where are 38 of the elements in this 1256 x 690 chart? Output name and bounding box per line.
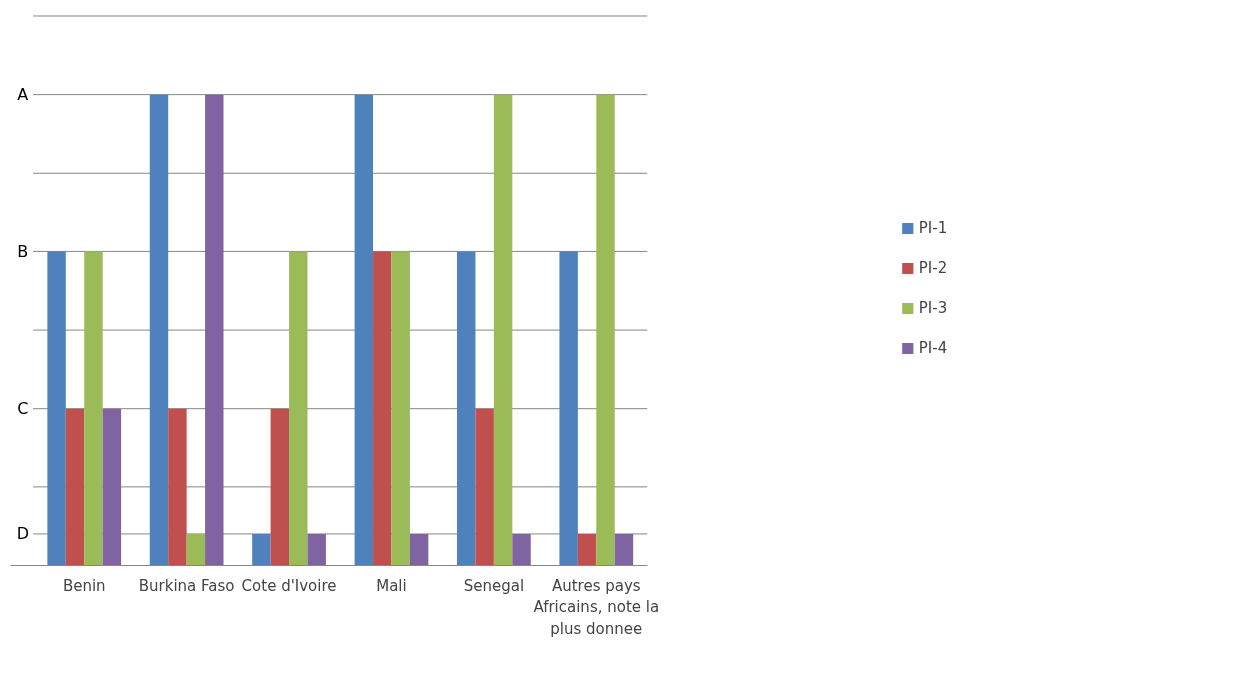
ref-line-label: B (17, 241, 29, 261)
x-tick-label: Senegal (463, 576, 525, 595)
bar (186, 533, 206, 566)
bar (373, 251, 392, 566)
bar (47, 251, 66, 566)
bar (307, 533, 326, 566)
legend-label: PI-3 (918, 298, 948, 317)
x-tick-label: Cote d'Ivoire (241, 576, 337, 595)
ref-line-label: A (17, 85, 29, 105)
legend-label: PI-4 (918, 338, 948, 357)
ref-line-label: C (17, 399, 29, 419)
bar (270, 408, 290, 566)
legend-label: PI-2 (918, 258, 948, 277)
bar (493, 94, 513, 566)
bar (168, 408, 187, 566)
bar (475, 408, 494, 566)
bar (102, 408, 122, 566)
bar (512, 533, 531, 566)
x-tick-label: Burkina Faso (138, 576, 235, 595)
bar (577, 533, 597, 566)
bar (391, 251, 410, 566)
bar (409, 533, 429, 566)
bar (149, 94, 169, 566)
x-tick-label: Autres pays Africains, note la plus donnee (533, 576, 660, 638)
bar (354, 94, 374, 566)
x-tick-label: Benin (62, 576, 106, 595)
bar (252, 533, 271, 566)
legend-label: PI-1 (918, 218, 948, 237)
bar (289, 251, 308, 566)
bar (596, 94, 615, 566)
bar (614, 533, 634, 566)
bar (205, 94, 224, 566)
bar (457, 251, 476, 566)
ref-line-label: D (16, 524, 29, 544)
bar (65, 408, 85, 566)
bar (559, 251, 578, 566)
bar (84, 251, 103, 566)
x-tick-label: Mali (376, 576, 407, 595)
